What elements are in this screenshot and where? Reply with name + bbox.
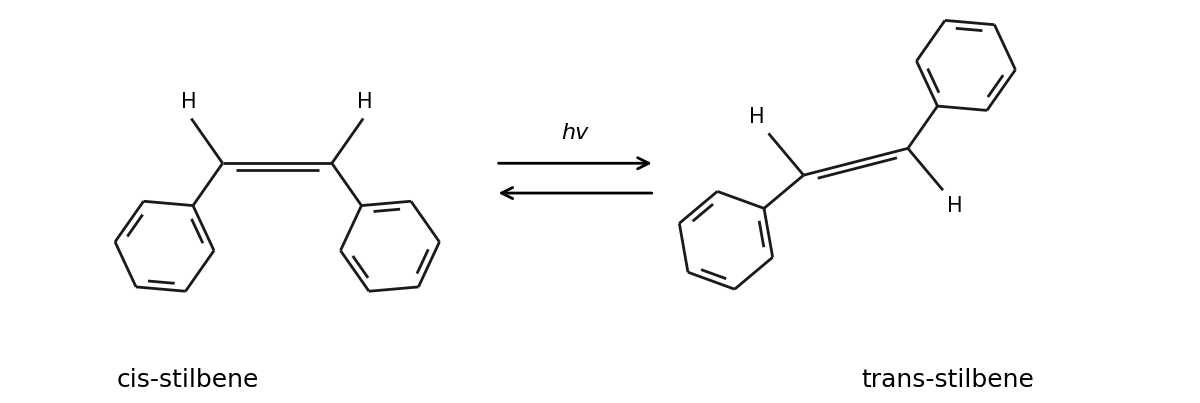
Text: H: H bbox=[749, 108, 764, 127]
Text: cis-stilbene: cis-stilbene bbox=[116, 368, 259, 392]
Text: H: H bbox=[181, 91, 197, 112]
Text: hv: hv bbox=[562, 123, 589, 143]
Text: H: H bbox=[947, 196, 962, 216]
Text: trans-stilbene: trans-stilbene bbox=[862, 368, 1034, 392]
Text: H: H bbox=[358, 91, 373, 112]
